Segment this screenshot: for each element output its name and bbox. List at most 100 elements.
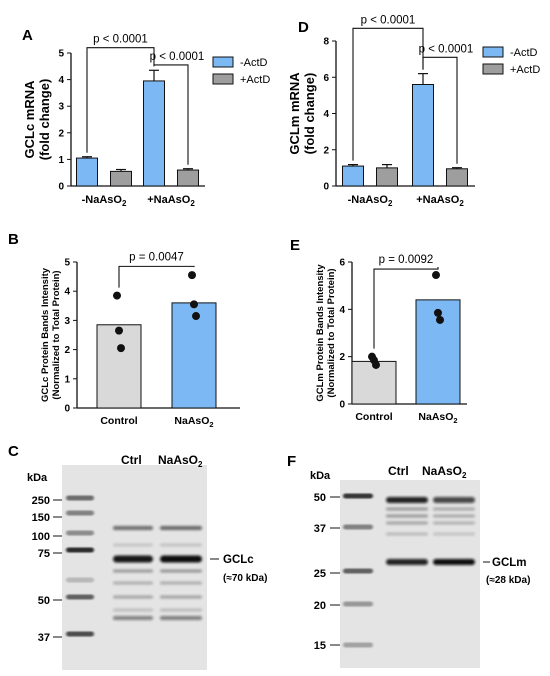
chart-a-legend-label: +ActD [240, 74, 270, 86]
chart-b-ytick-label: 5 [64, 258, 70, 269]
blot-f-sample-band [433, 507, 475, 511]
chart-e-bar [415, 299, 461, 405]
chart-e-sig-bracket [373, 267, 439, 349]
chart-a-sig-bracket [86, 47, 155, 153]
blot-f-bands [343, 493, 475, 648]
chart-d-ytick-label: 0 [323, 182, 329, 193]
blot-c-sample-band [160, 555, 202, 563]
chart-d-ytick-label: 8 [323, 37, 329, 48]
chart-b-ylabel-line2: (Normalized to Total Protein) [51, 270, 62, 399]
blot-c-lane-ctrl: Ctrl [121, 453, 142, 467]
chart-b-ytick-label: 2 [64, 345, 70, 356]
panel-letter-d: D [298, 19, 309, 36]
blot-c-ladder-band [66, 547, 94, 553]
blot-f-sample-band [386, 514, 428, 518]
blot-c-lane-treat: NaAsO2 [158, 453, 203, 469]
chart-d-xtick-label-sub: 2 [459, 199, 464, 208]
chart-e-data-point [372, 360, 380, 369]
chart-a-ytick-label: 5 [58, 49, 64, 60]
blot-c-marker-label: 100 [32, 531, 50, 543]
blot-f-sample-band [386, 521, 428, 525]
blot-c-lane-treat-sub: 2 [198, 460, 203, 469]
chart-a-xtick-label-sub: 2 [190, 199, 195, 208]
chart-d-ylabel: GCLm mRNA(fold change) [287, 72, 317, 155]
blot-c-marker-label: 37 [38, 632, 50, 644]
chart-a-xtick-label: +NaAsO2 [147, 194, 195, 208]
chart-a-sig-bracket [153, 64, 189, 165]
chart-d-bar [376, 167, 398, 187]
chart-d-ylabel-line1: GCLm mRNA [287, 72, 302, 155]
chart-b-data-point [188, 271, 196, 280]
chart-d-xtick-label-base: +NaAsO [416, 194, 460, 206]
chart-b-ylabel-line1: GCLc Protein Bands Intensity [40, 267, 51, 402]
blot-f-ladder-band [343, 493, 373, 499]
blot-c-sample-band [160, 543, 202, 547]
blot-c-ladder-band [66, 495, 94, 501]
chart-e-data-point [432, 271, 440, 280]
blot-c-sample-band [160, 569, 202, 573]
blot-c-sample-band [160, 595, 202, 599]
chart-a-bar [110, 170, 132, 187]
blot-f-lane-treat: NaAsO2 [422, 464, 467, 480]
blot-f-marker-labels: 50 37 25 20 15 [314, 492, 340, 652]
blot-c-ladder-band [66, 510, 94, 516]
blot-c-lane-treat-base: NaAsO [158, 453, 198, 467]
chart-a-ylabel: GCLc mRNA(fold change) [22, 79, 52, 161]
blot-f-marker-label: 50 [314, 492, 326, 504]
blot-f-ladder-band [343, 642, 373, 648]
blot-c-sample-band [113, 555, 153, 563]
chart-e-ylabel: GCLm Protein Bands Intensity(Normalized … [315, 264, 337, 402]
chart-a-legend-swatch [212, 73, 234, 85]
blot-f: kDa Ctrl NaAsO2 50 37 25 20 15 GCLm (≈28 kDa… [310, 464, 530, 668]
chart-e-ylabel-line2: (Normalized to Total Protein) [326, 268, 337, 397]
chart-d-xtick-label: -NaAsO2 [348, 194, 393, 208]
blot-c-sample-band [113, 581, 153, 585]
blot-c-kda-label: kDa [27, 472, 48, 484]
chart-a-ytick-label: 4 [58, 75, 64, 86]
blot-c-ladder-band [66, 631, 94, 637]
chart-d-ytick-label: 4 [323, 109, 329, 120]
blot-f-target-name: GCLm [492, 557, 527, 569]
chart-a-bar [177, 169, 199, 187]
blot-c-target-size: (≈70 kDa) [223, 573, 267, 584]
chart-a-xtick-label-base: +NaAsO [147, 194, 191, 206]
chart-e-ytick-label: 6 [339, 258, 345, 269]
chart-d-legend-swatch [482, 63, 504, 75]
chart-b-data-point [115, 326, 123, 335]
blot-f-marker-label: 20 [314, 600, 326, 612]
blot-c-ladder-band [66, 530, 94, 536]
chart-e-ytick-label: 4 [339, 305, 345, 316]
blot-f-ladder-band [343, 601, 373, 607]
blot-c-sample-band [113, 569, 153, 573]
chart-e-xtick-label: Control [355, 411, 392, 423]
blot-c-target-name: GCLc [223, 554, 254, 566]
chart-d-ylabel-line2: (fold change) [302, 73, 317, 155]
chart-a-ytick-label: 3 [58, 102, 64, 113]
chart-b-data-point [190, 300, 198, 309]
blot-f-target-size: (≈28 kDa) [486, 575, 530, 586]
chart-e-ytick-label: 0 [339, 400, 345, 411]
panel-letter-c: C [8, 443, 19, 460]
chart-d-legend-label: -ActD [510, 47, 538, 59]
chart-d-bar [342, 165, 364, 187]
chart-a-bar [143, 80, 165, 187]
blot-f-sample-band [433, 521, 475, 525]
blot-f-ladder-band [343, 524, 373, 530]
blot-f-lane-ctrl: Ctrl [388, 464, 409, 478]
blot-c-ladder-band [66, 577, 94, 583]
blot-c-marker-labels: 250 150 100 75 50 37 [32, 495, 62, 644]
chart-b-sig-label: p = 0.0047 [129, 251, 184, 263]
chart-b-xtick-label-base: NaAsO [174, 415, 209, 427]
panel-letter-f: F [287, 453, 296, 470]
blot-c-bands [66, 495, 202, 637]
chart-b-bar [96, 324, 142, 409]
blot-c-sample-band [113, 526, 153, 530]
chart-a-sig-label: p < 0.0001 [93, 34, 148, 46]
blot-f-sample-band [386, 532, 428, 536]
chart-b-data-point [117, 344, 125, 353]
chart-d-ytick-label: 2 [323, 145, 329, 156]
blot-c-marker-label: 250 [32, 495, 50, 507]
chart-d-xtick-label-base: -NaAsO [348, 194, 389, 206]
blot-c-marker-label: 75 [38, 548, 50, 560]
